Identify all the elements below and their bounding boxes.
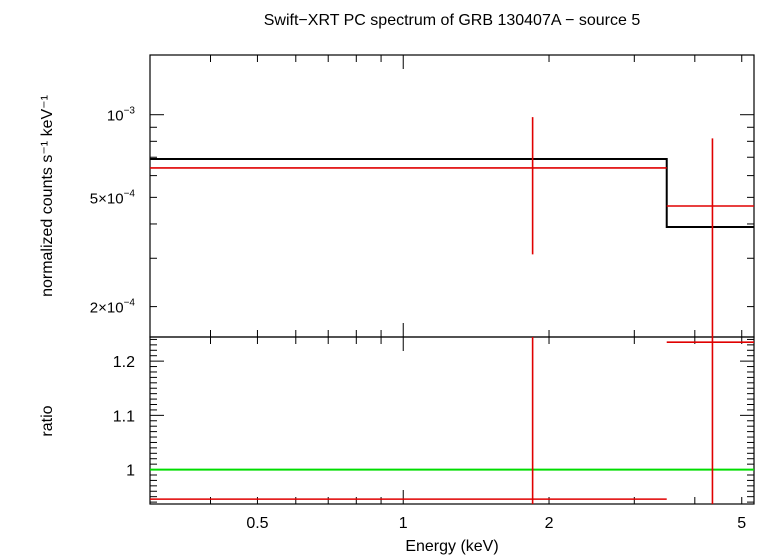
y-tick-label: 2×10−4 [90, 298, 136, 317]
ratio-y-axis-label: ratio [39, 405, 56, 436]
x-tick-label: 1 [399, 515, 408, 532]
ratio-y-tick-label: 1.1 [113, 408, 135, 425]
x-tick-label: 0.5 [246, 515, 268, 532]
ratio-y-tick-label: 1.2 [113, 354, 135, 371]
x-tick-label: 2 [545, 515, 554, 532]
model-step-line [150, 157, 754, 228]
data-marks [150, 117, 754, 504]
ratio-panel-frame [149, 336, 755, 505]
axis-ticks [149, 55, 754, 504]
y-tick-label: 10−3 [107, 106, 136, 125]
ratio-y-tick-label: 1 [126, 463, 135, 480]
chart-title: Swift−XRT PC spectrum of GRB 130407A − s… [264, 12, 641, 29]
spectrum-y-axis-label: normalized counts s⁻¹ keV⁻¹ [39, 95, 56, 297]
x-axis-label: Energy (keV) [405, 538, 498, 555]
y-tick-label: 5×10−4 [90, 188, 136, 207]
spectrum-panel-frame [149, 54, 755, 338]
tick-labels: 10−3 5×10−4 2×10−4 1 1.1 1.2 0.5 1 2 5 [90, 106, 746, 532]
x-tick-label: 5 [737, 515, 746, 532]
